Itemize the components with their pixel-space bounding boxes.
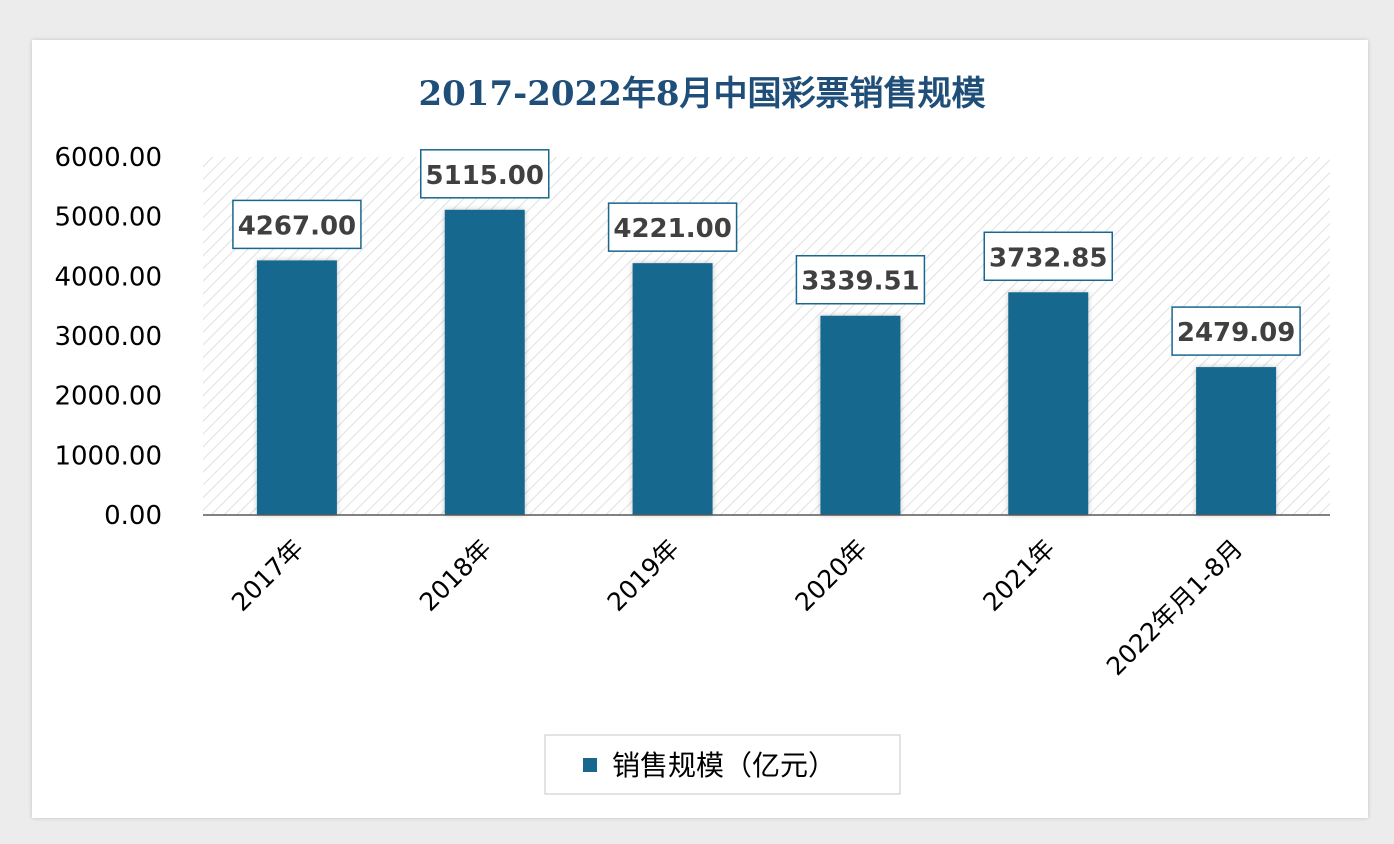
data-label-box [983,231,1113,282]
data-label: 2479.09 [1177,318,1295,348]
y-axis: 0.00 1000.00 2000.00 3000.00 4000.00 5000.00 6… [54,143,162,531]
bar [632,263,713,515]
x-tick-label: 2021年 [977,534,1060,617]
data-label: 4221.00 [613,214,731,244]
plot-area [203,157,1330,515]
y-tick-label: 6000.00 [54,143,162,173]
y-tick-label: 5000.00 [54,203,162,233]
bar [1196,367,1277,515]
legend-label: 销售规模（亿元） [612,749,836,782]
y-tick-label: 4000.00 [54,262,162,292]
y-tick-label: 3000.00 [54,322,162,352]
data-label-box [795,254,926,305]
y-tick-label: 1000.00 [54,441,162,471]
y-tick-label: 0.00 [104,501,162,531]
data-label: 4267.00 [238,211,356,241]
data-label-box [1171,306,1301,356]
data-label: 3732.85 [989,243,1107,273]
x-axis: 2017年 2018年 2019年 2020年 2021年 2022年月1-8月 [226,534,1248,681]
data-labels-group: 4267.00 5115.00 4221.00 3339.51 3732.85 2479.… [232,149,1301,356]
x-tick-label: 2018年 [414,534,497,617]
x-tick-label: 2017年 [226,534,309,617]
data-label-box [232,199,362,250]
y-tick-label: 2000.00 [54,382,162,412]
bar [1008,292,1089,515]
bar [256,260,337,515]
legend: 销售规模（亿元） [544,734,901,795]
x-tick-label: 2022年月1-8月 [1101,534,1248,681]
legend-box [544,734,901,795]
bar [820,315,901,515]
data-label-box [420,149,550,199]
x-tick-label: 2019年 [602,534,685,617]
bars-group [256,209,1277,515]
data-label-box [607,202,738,252]
chart-title: 2017-2022年8月中国彩票销售规模 [418,74,985,114]
data-label: 5115.00 [426,161,544,191]
legend-swatch [583,758,597,772]
bar [444,209,525,515]
x-tick-label: 2020年 [789,534,872,617]
data-label: 3339.51 [801,267,919,297]
